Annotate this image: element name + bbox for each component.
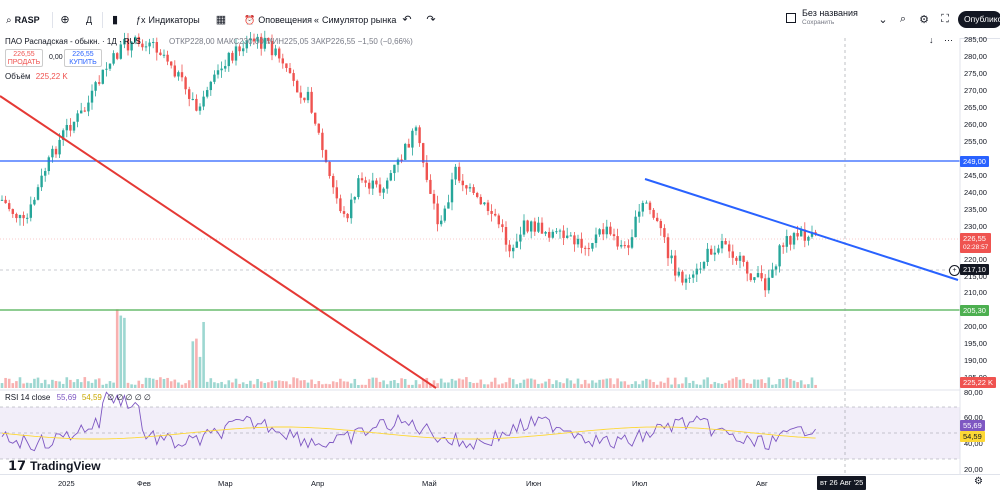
sell-button[interactable]: 226,55 ПРОДАТЬ (5, 49, 43, 67)
price-tick: 275,00 (964, 69, 987, 78)
divider (102, 12, 103, 28)
price-tick: 240,00 (964, 188, 987, 197)
add-symbol-icon[interactable]: ⊕ (60, 13, 70, 26)
time-tick: Июн (526, 479, 542, 488)
rsi-legend[interactable]: RSI 14 close 55,69 54,59 ∅ ∅ ∅ ∅ ∅ (5, 393, 151, 402)
time-tick: Июл (632, 479, 648, 488)
add-alert-icon[interactable]: + (949, 265, 960, 276)
indicators-icon: ƒx (136, 15, 146, 25)
redo-icon[interactable]: ↷ (426, 13, 436, 26)
price-tick: 210,00 (964, 288, 987, 297)
price-tick: 200,00 (964, 322, 987, 331)
price-tick: 235,00 (964, 205, 987, 214)
layout-name[interactable]: Без названия Сохранить (786, 9, 858, 26)
buy-button[interactable]: 226,55 КУПИТЬ (64, 49, 102, 67)
time-tick: 2025 (58, 479, 75, 488)
tradingview-logo[interactable]: 𝟭𝟳 TradingView (8, 458, 101, 473)
price-tag-blue-line: 249,00 (960, 156, 989, 167)
price-tag-green-line: 205,30 (960, 305, 989, 316)
layout-icon (786, 13, 796, 23)
search-icon: ⌕ (6, 14, 12, 26)
time-tick: Май (422, 479, 437, 488)
price-tick: 255,00 (964, 137, 987, 146)
price-tick: 280,00 (964, 52, 987, 61)
chart-type-icon[interactable]: ▮ (111, 13, 119, 26)
price-tick: 215,00 (964, 272, 987, 281)
alarm-icon: ⏰ (244, 14, 256, 25)
more-icon[interactable]: ⋯ (944, 35, 954, 45)
price-tag-crosshair: 217,10 (960, 264, 989, 275)
volume-legend[interactable]: Объём 225,22 K (5, 72, 68, 81)
undo-icon[interactable]: ↶ (402, 13, 412, 26)
symbol-legend[interactable]: ПАО Распадская - обыкн. · 1Д · RUS ОТКР2… (5, 37, 413, 46)
price-tick: 220,00 (964, 255, 987, 264)
time-tick: Апр (311, 479, 325, 488)
layouts-icon[interactable]: ▦ (215, 13, 227, 26)
price-tag-last: 226,55 02:28:57 (960, 233, 992, 253)
replay-icon: « (314, 15, 320, 25)
time-tick: Авг (756, 479, 768, 488)
fullscreen-icon[interactable]: ⛶ (941, 12, 949, 25)
price-tag-rsi-ma: 54,59 (960, 431, 985, 442)
indicators-button[interactable]: ƒx Индикаторы (136, 15, 200, 25)
legend-ohlc: ОТКР228,00 МАКС230,00 МИН225,05 ЗАКР226,… (169, 37, 413, 46)
rsi-tick: 60,00 (964, 413, 983, 422)
divider (52, 12, 53, 28)
interval-button[interactable]: Д (86, 15, 93, 25)
rsi-tick: 80,00 (964, 388, 983, 397)
tradingview-logo-icon: 𝟭𝟳 (8, 458, 27, 473)
price-tag-volume: 225,22 K (960, 377, 997, 388)
price-tag-rsi: 55,69 (960, 420, 985, 431)
time-cursor-label: вт 26 Авг '25 (817, 476, 867, 490)
spread-value: 0,00 (49, 54, 63, 61)
arrow-down-icon[interactable]: ↓ (929, 35, 934, 45)
price-tick: 190,00 (964, 356, 987, 365)
price-tick: 245,00 (964, 171, 987, 180)
pane-controls: ↓ ⋯ (929, 35, 953, 46)
settings-icon[interactable]: ⚙ (919, 13, 929, 26)
price-tick: 265,00 (964, 103, 987, 112)
quick-search-icon[interactable]: ⌕ (899, 12, 907, 25)
price-tick: 230,00 (964, 222, 987, 231)
price-tick: 285,00 (964, 35, 987, 44)
chart-toolbar: ⌕ RASP ⊕ Д ▮ ƒx Индикаторы ▦ ⏰ Оповещени… (0, 0, 1000, 39)
chevron-down-icon[interactable]: ⌄ (878, 13, 888, 26)
price-tick: 270,00 (964, 86, 987, 95)
rsi-tick: 20,00 (964, 465, 983, 474)
trendline-red (0, 95, 437, 389)
publish-button[interactable]: Опубликовать (958, 11, 1000, 28)
time-tick: Фев (137, 479, 151, 488)
trendline-blue (644, 178, 959, 281)
replay-button[interactable]: « Симулятор рынка (314, 15, 397, 25)
time-tick: Мар (218, 479, 233, 488)
legend-title: ПАО Распадская - обыкн. · 1Д · RUS (5, 37, 141, 46)
alerts-button[interactable]: ⏰ Оповещения (244, 14, 312, 26)
settings-icon[interactable]: ⚙ (974, 476, 983, 487)
price-tick: 195,00 (964, 339, 987, 348)
symbol-search[interactable]: ⌕ RASP (6, 14, 40, 26)
time-axis[interactable]: 2025 Фев Мар Апр Май Июн Июл Авг вт 26 А… (0, 474, 1000, 492)
price-tick: 260,00 (964, 120, 987, 129)
rsi-tick: 40,00 (964, 439, 983, 448)
